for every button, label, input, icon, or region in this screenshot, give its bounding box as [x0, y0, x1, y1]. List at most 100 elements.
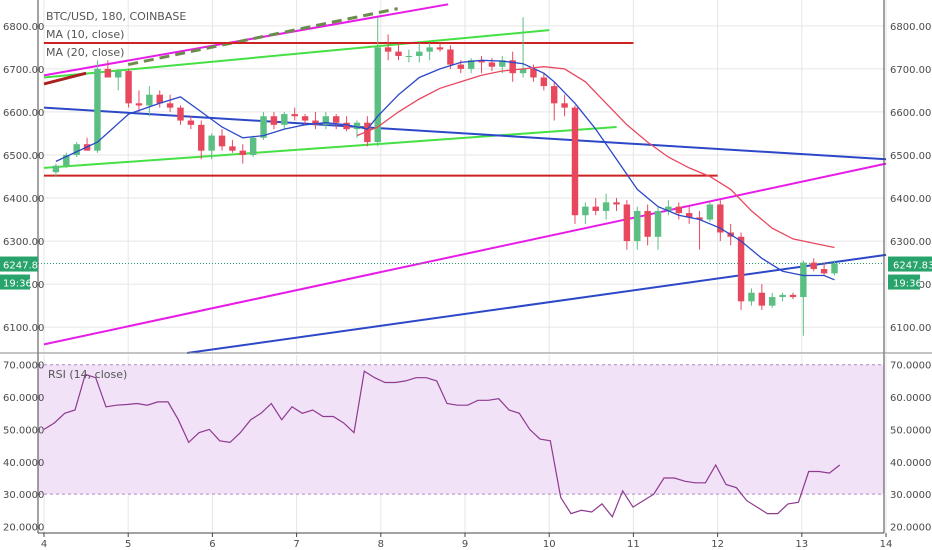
candle-up	[499, 60, 506, 67]
ma20-legend[interactable]: MA (20, close)	[46, 46, 124, 59]
candle-down	[436, 47, 444, 50]
price-badge-left: 6247.83 19:36	[0, 256, 44, 290]
candle-up	[52, 165, 60, 173]
x-tick-label: 8	[378, 539, 384, 550]
candle-down	[571, 107, 579, 216]
rsi-band	[38, 364, 884, 495]
x-tick-label: 6	[209, 539, 215, 550]
candle-down	[737, 236, 745, 302]
candle-down	[623, 204, 631, 242]
price-badge-right-text: 6247.83	[893, 261, 932, 272]
candle-up	[831, 263, 838, 274]
rsi-axis-left[interactable]: 20.0000 30.0000 40.0000 50.0000 60.0000 70.00…	[3, 361, 44, 534]
candle-down	[675, 206, 683, 214]
x-tick-label: 9	[462, 539, 468, 550]
candle-up	[654, 210, 662, 237]
candle-down	[229, 146, 236, 151]
candle-up	[114, 71, 122, 78]
dashed-projection-line[interactable]	[127, 7, 398, 67]
y-tick-label-right: 6300.00	[890, 237, 931, 248]
candle-down	[820, 269, 828, 274]
y-tick-label-left: 6700.00	[3, 65, 44, 76]
candle-up	[779, 294, 786, 298]
y-tick-label-left: 6500.00	[3, 151, 44, 162]
candle-down	[810, 262, 817, 270]
y-tick-label-right: 6700.00	[890, 65, 931, 76]
dark-red-segment[interactable]	[43, 71, 87, 86]
x-tick-label: 13	[795, 539, 808, 550]
candle-down	[696, 217, 703, 220]
price-badge-left-text: 6247.83	[3, 261, 44, 272]
candle-down	[717, 204, 724, 233]
candle-down	[301, 116, 309, 121]
candle-up	[281, 114, 288, 125]
candle-down	[166, 103, 174, 108]
candle-down	[447, 49, 454, 65]
candle-down	[332, 116, 340, 123]
candles-layer	[52, 17, 838, 336]
candle-down	[530, 68, 537, 78]
candle-up	[582, 206, 589, 216]
candle-down	[135, 103, 143, 106]
x-axis[interactable]: 4 5 6 7 8 9 10 11 12 13 14	[41, 533, 893, 550]
candle-down	[384, 47, 392, 52]
candle-down	[592, 206, 599, 211]
moving-averages-layer	[55, 59, 835, 281]
x-tick-label: 5	[125, 539, 131, 550]
blue-ascending-trendline[interactable]	[187, 253, 887, 354]
x-tick-label: 12	[711, 539, 724, 550]
candle-down	[488, 62, 496, 67]
y-tick-label-left: 6400.00	[3, 194, 44, 205]
candle-down	[312, 120, 319, 125]
y-tick-label-right: 6100.00	[890, 323, 931, 334]
candle-up	[706, 204, 714, 220]
rsi-legend[interactable]: RSI (14, close)	[48, 368, 127, 381]
candle-up	[602, 202, 610, 211]
candle-down	[685, 213, 693, 218]
candle-up	[322, 116, 330, 125]
candle-down	[270, 116, 278, 125]
candle-up	[94, 68, 101, 151]
ma10-legend[interactable]: MA (10, close)	[46, 28, 124, 41]
candle-up	[146, 94, 153, 106]
x-tick-label: 7	[293, 539, 299, 550]
blue-descending-trendline[interactable]	[43, 106, 887, 161]
candle-up	[519, 68, 527, 74]
rsi-tick-label-left: 60.0000	[3, 393, 44, 404]
lime-lower-wedge-line[interactable]	[43, 125, 617, 169]
candle-up	[260, 116, 267, 138]
candle-up	[768, 297, 776, 306]
rsi-line	[43, 370, 841, 518]
y-tick-label-right: 6800.00	[890, 22, 931, 33]
candle-up	[405, 55, 413, 57]
countdown-badge-right-text: 19:36	[893, 279, 922, 290]
rsi-tick-label-right: 40.0000	[890, 458, 931, 469]
candle-up	[416, 51, 423, 56]
candle-down	[239, 150, 247, 155]
drawings-layer[interactable]	[38, 3, 887, 354]
rsi-axis-right[interactable]: 20.0000 30.0000 40.0000 50.0000 60.0000 70.00…	[890, 361, 931, 534]
y-tick-label-left: 6100.00	[3, 323, 44, 334]
rsi-tick-label-right: 20.0000	[890, 523, 931, 534]
rsi-tick-label-left: 70.0000	[3, 361, 44, 372]
symbol-legend[interactable]: BTC/USD, 180, COINBASE	[46, 10, 186, 23]
rsi-tick-label-right: 30.0000	[890, 490, 931, 501]
candle-down	[540, 77, 548, 87]
candle-up	[467, 60, 475, 69]
x-tick-label: 10	[543, 539, 556, 550]
candle-up	[665, 206, 672, 211]
candle-up	[63, 154, 70, 166]
candle-down	[187, 120, 195, 125]
candle-down	[364, 122, 371, 143]
y-tick-label-left: 6600.00	[3, 108, 44, 119]
candle-down	[198, 124, 205, 151]
rsi-tick-label-right: 60.0000	[890, 393, 931, 404]
candle-up	[426, 47, 433, 52]
magenta-lower-channel-line[interactable]	[43, 162, 887, 346]
candle-down	[125, 71, 132, 104]
candle-down	[550, 86, 558, 104]
candle-down	[789, 294, 797, 298]
candle-up	[73, 144, 80, 155]
